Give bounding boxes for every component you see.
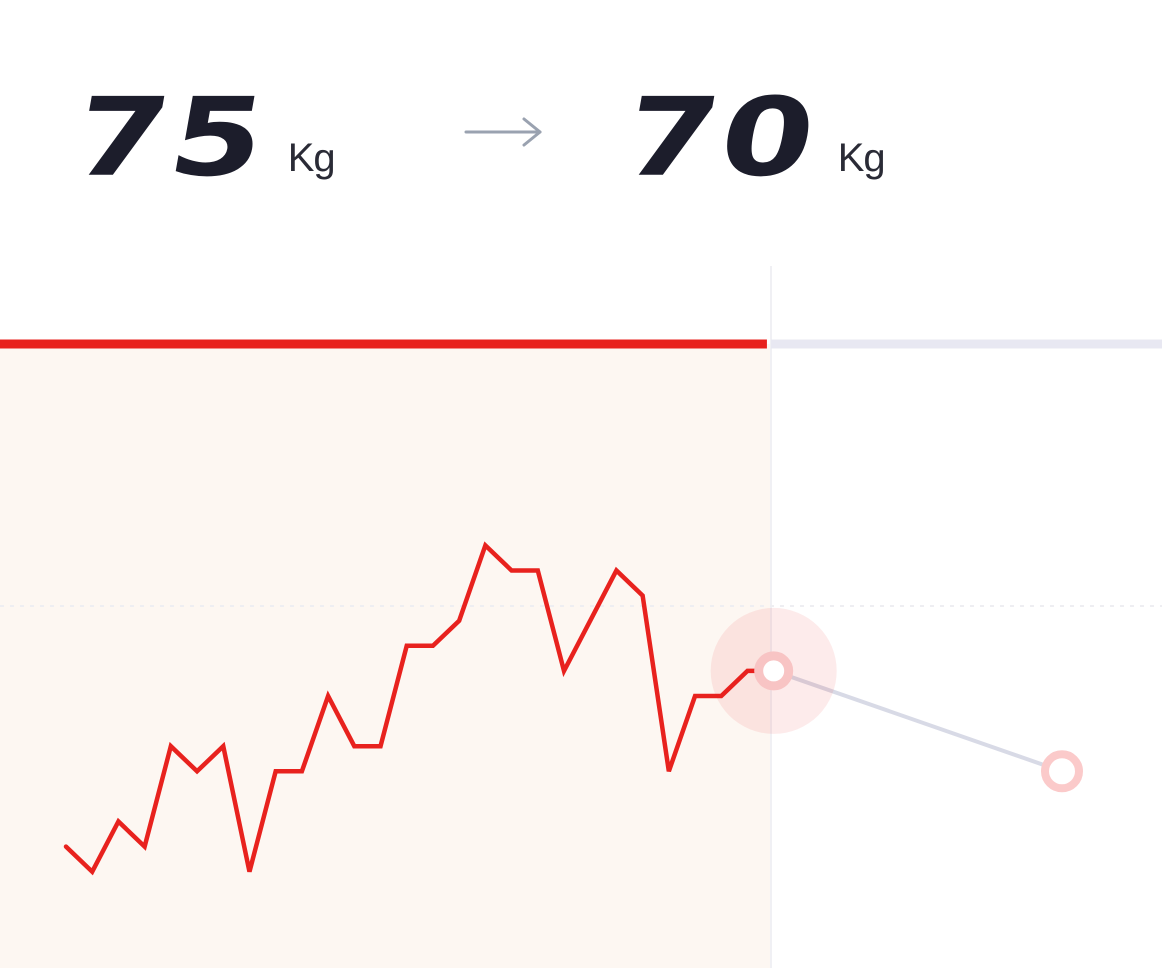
target-weight-value: 70 — [614, 74, 829, 202]
start-weight: 75 Kg — [64, 60, 336, 202]
elapsed-period-area — [0, 344, 771, 968]
start-weight-unit: Kg — [287, 136, 336, 180]
projection-line — [771, 668, 1064, 774]
target-weight-unit: Kg — [837, 136, 886, 180]
arrow-right-icon — [464, 117, 542, 147]
current-weight-point[interactable] — [754, 651, 794, 691]
target-weight: 70 Kg — [614, 60, 886, 202]
weight-goal-header: 75 Kg 70 Kg — [0, 0, 1162, 230]
weight-history-line — [63, 541, 776, 876]
weight-chart — [0, 266, 1162, 968]
start-weight-value: 75 — [64, 74, 279, 202]
target-weight-point[interactable] — [1041, 750, 1083, 793]
